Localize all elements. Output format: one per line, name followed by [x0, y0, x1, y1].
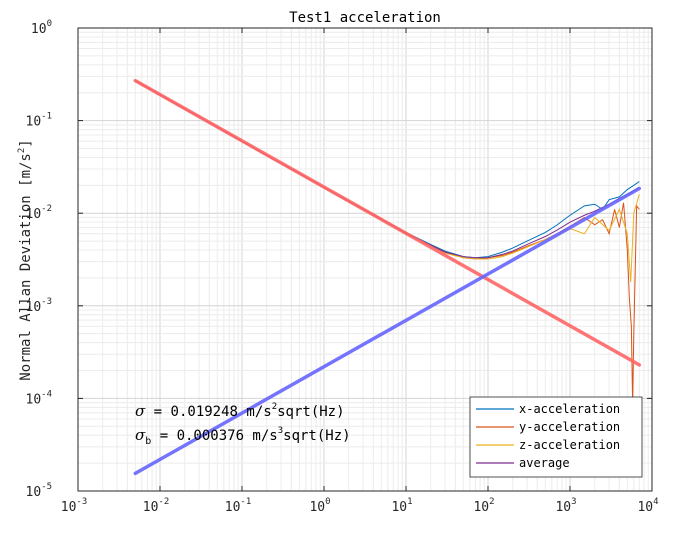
plot-frame: [77, 27, 653, 492]
legend-label-average: average: [519, 456, 570, 470]
sigma-symbol: σ: [135, 402, 146, 420]
x-tick-label: 101: [391, 497, 412, 515]
annotation-sigma: σ = 0.019248 m/s2sqrt(Hz): [135, 402, 345, 420]
x-tick-label: 103: [555, 497, 576, 515]
sigma-b-value: = 0.000376 m/s: [151, 428, 277, 444]
y-tick-base: 10: [26, 392, 42, 407]
y-tick-label: 10-1: [26, 112, 53, 130]
x-tick-base: 10: [309, 500, 325, 515]
y-tick-base: 10: [26, 485, 42, 500]
x-tick-base: 10: [637, 500, 653, 515]
y-tick-label: 100: [31, 19, 52, 37]
legend-label-y-acceleration: y-acceleration: [519, 420, 620, 434]
y-axis-label: Normal Allan Deviation [m/s2]: [17, 139, 34, 380]
x-tick-label: 10-1: [225, 497, 252, 515]
x-tick-exp: 0: [325, 497, 330, 507]
x-tick-base: 10: [473, 500, 489, 515]
sigma-b-unit-end: sqrt(Hz): [283, 428, 350, 444]
annotations: σ = 0.019248 m/s2sqrt(Hz) σb = 0.000376 …: [135, 402, 351, 447]
y-tick-exp: -2: [41, 204, 52, 214]
fit-lines: [133, 78, 642, 476]
legend-label-x-acceleration: x-acceleration: [519, 402, 620, 416]
y-axis-label-end: ]: [18, 139, 34, 147]
x-tick-label: 10-2: [143, 497, 170, 515]
x-tick-base: 10: [61, 500, 77, 515]
x-tick-exp: 3: [571, 497, 576, 507]
x-tick-base: 10: [555, 500, 571, 515]
x-tick-base: 10: [225, 500, 241, 515]
y-tick-exp: 0: [47, 19, 52, 29]
x-tick-base: 10: [391, 500, 407, 515]
x-tick-label: 104: [637, 497, 658, 515]
y-tick-label: 10-5: [26, 482, 53, 500]
y-tick-base: 10: [31, 22, 47, 37]
annotation-sigma-b: σb = 0.000376 m/s3sqrt(Hz): [135, 426, 351, 447]
x-tick-exp: -3: [76, 497, 87, 507]
legend-items: x-acceleration y-acceleration z-accelerati…: [476, 402, 620, 470]
y-tick-base: 10: [26, 207, 42, 222]
x-tick-label: 102: [473, 497, 494, 515]
y-tick-exp: -3: [41, 297, 52, 307]
x-tick-exp: 1: [407, 497, 412, 507]
x-tick-exp: 2: [489, 497, 494, 507]
y-axis-label-sup: 2: [17, 148, 27, 153]
x-tick-exp: -1: [240, 497, 251, 507]
x-tick-exp: 4: [653, 497, 658, 507]
ticks: 10-3 10-2 10-1 100 101 102 103 10410-510-410-31…: [26, 19, 659, 515]
sigma-value: = 0.019248 m/s: [145, 404, 271, 420]
fit-line-2: [133, 186, 642, 476]
sigma-b-unit-sup: 3: [278, 426, 283, 436]
x-tick-base: 10: [143, 500, 159, 515]
x-tick-label: 100: [309, 497, 330, 515]
y-tick-exp: -5: [41, 482, 52, 492]
legend-label-z-acceleration: z-acceleration: [519, 438, 620, 452]
y-tick-base: 10: [26, 300, 42, 315]
grid: [77, 28, 652, 492]
y-tick-exp: -4: [41, 389, 52, 399]
y-axis-label-main: Normal Allan Deviation [m/s: [18, 153, 34, 381]
y-tick-label: 10-4: [26, 389, 53, 407]
sigma-b-symbol: σ: [135, 426, 146, 444]
y-tick-label: 10-3: [26, 297, 53, 315]
legend: x-acceleration y-acceleration z-accelerati…: [469, 396, 643, 478]
sigma-b-subscript: b: [145, 436, 151, 447]
y-tick-label: 10-2: [26, 204, 53, 222]
y-tick-exp: -1: [41, 112, 52, 122]
x-tick-exp: -2: [158, 497, 169, 507]
sigma-unit-sup: 2: [272, 402, 277, 412]
sigma-unit-end: sqrt(Hz): [277, 404, 344, 420]
fit-line-1: [133, 78, 642, 367]
y-tick-base: 10: [26, 115, 42, 130]
x-tick-label: 10-3: [61, 497, 88, 515]
legend-box: [469, 396, 643, 478]
chart-title: Test1 acceleration: [289, 10, 441, 26]
